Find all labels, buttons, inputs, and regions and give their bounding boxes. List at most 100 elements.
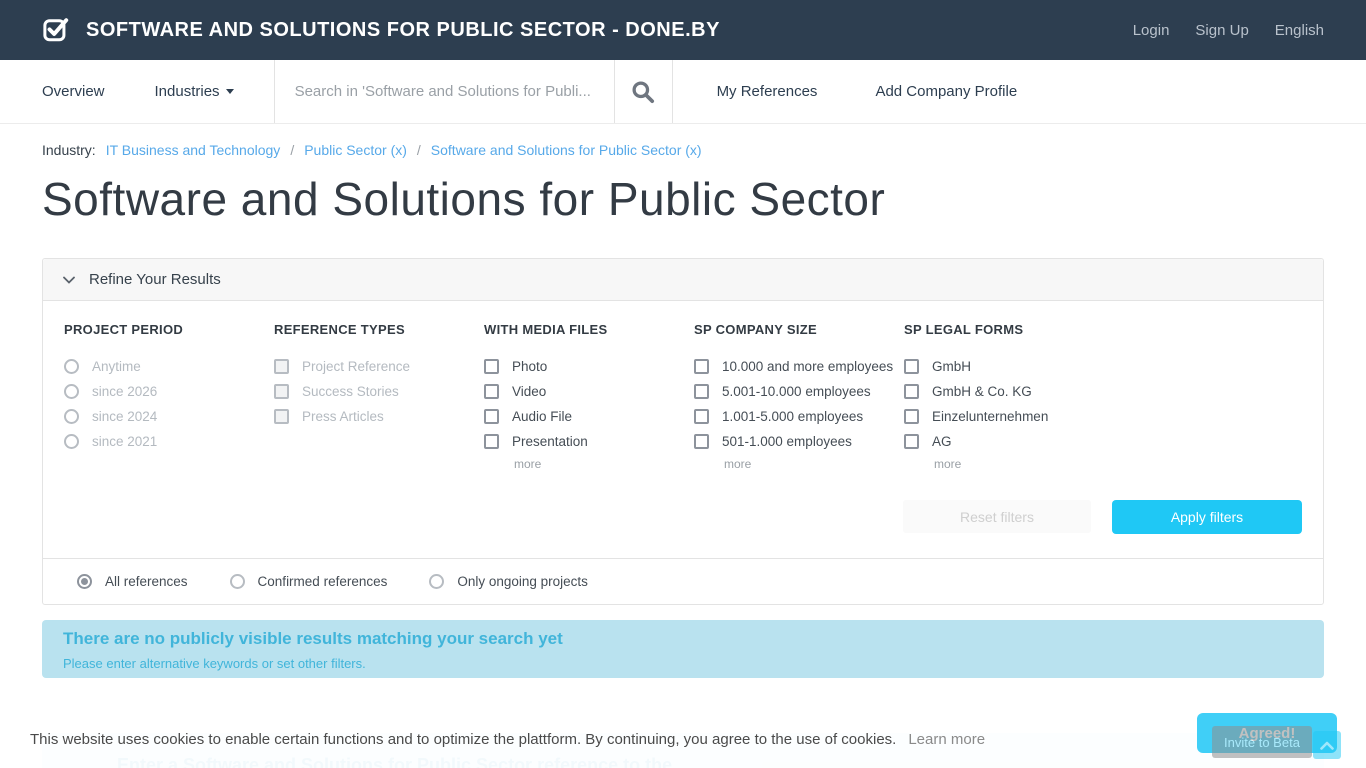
option-label: Press Articles bbox=[302, 409, 384, 424]
option-label: AG bbox=[932, 434, 952, 449]
filter-heading: REFERENCE TYPES bbox=[274, 322, 405, 337]
login-link[interactable]: Login bbox=[1132, 21, 1170, 39]
filter-group-company-size: SP COMPANY SIZE 10.000 and more employee… bbox=[694, 322, 904, 473]
radio-selected-icon bbox=[77, 574, 92, 589]
invite-to-beta-button[interactable]: Invite to Beta bbox=[1212, 726, 1312, 758]
option-label: Einzelunternehmen bbox=[932, 409, 1049, 424]
radio-since-2026[interactable]: since 2026 bbox=[64, 379, 274, 404]
checkbox-icon bbox=[694, 434, 709, 449]
filter-heading: PROJECT PERIOD bbox=[64, 322, 184, 337]
checkbox-icon bbox=[484, 384, 499, 399]
radio-confirmed-references[interactable]: Confirmed references bbox=[229, 574, 387, 589]
option-label: Success Stories bbox=[302, 384, 399, 399]
option-label: Project Reference bbox=[302, 359, 411, 374]
search-button[interactable] bbox=[613, 60, 673, 123]
nav-add-company-profile[interactable]: Add Company Profile bbox=[875, 83, 1018, 100]
account-links: Login Sign Up English bbox=[1133, 22, 1324, 39]
checkbox-501-1000-employees[interactable]: 501-1.000 employees bbox=[694, 429, 904, 454]
top-header: Software and Solutions for Public Sector… bbox=[0, 0, 1366, 60]
nav-industries-label: Industries bbox=[154, 83, 220, 100]
radio-anytime[interactable]: Anytime bbox=[64, 354, 274, 379]
checkbox-video[interactable]: Video bbox=[484, 379, 694, 404]
empty-results-subtitle: Please enter alternative keywords or set… bbox=[63, 656, 366, 671]
breadcrumb-link-public-sector[interactable]: Public Sector (x) bbox=[304, 142, 407, 158]
checkbox-presentation[interactable]: Presentation bbox=[484, 429, 694, 454]
checkbox-success-stories[interactable]: Success Stories bbox=[274, 379, 484, 404]
checkbox-gmbh-co-kg[interactable]: GmbH & Co. KG bbox=[904, 379, 1114, 404]
filter-group-project-period: PROJECT PERIOD Anytime since 2026 since … bbox=[64, 322, 274, 473]
checkbox-press-articles[interactable]: Press Articles bbox=[274, 404, 484, 429]
filter-heading: SP COMPANY SIZE bbox=[694, 322, 817, 337]
reset-filters-button[interactable]: Reset filters bbox=[903, 500, 1091, 533]
option-label: 10.000 and more employees bbox=[722, 359, 894, 374]
option-label: All references bbox=[105, 574, 188, 589]
filter-actions: Reset filters Apply filters bbox=[64, 500, 1302, 534]
radio-icon bbox=[64, 409, 79, 424]
radio-since-2024[interactable]: since 2024 bbox=[64, 404, 274, 429]
content: Industry: IT Business and Technology / P… bbox=[0, 124, 1366, 768]
cookie-learn-more-link[interactable]: Learn more bbox=[908, 730, 986, 748]
option-label: since 2021 bbox=[92, 434, 158, 449]
nav-overview[interactable]: Overview bbox=[42, 83, 105, 100]
breadcrumb-separator: / bbox=[290, 142, 295, 158]
checkbox-icon bbox=[904, 434, 919, 449]
refine-panel-body: PROJECT PERIOD Anytime since 2026 since … bbox=[43, 301, 1323, 558]
checkbox-photo[interactable]: Photo bbox=[484, 354, 694, 379]
option-label: Photo bbox=[512, 359, 548, 374]
checkbox-icon bbox=[904, 384, 919, 399]
checkbox-icon bbox=[274, 359, 289, 374]
more-link-company-size[interactable]: more bbox=[724, 457, 752, 471]
filter-heading: SP LEGAL FORMS bbox=[904, 322, 1024, 337]
scroll-to-top-button[interactable] bbox=[1313, 731, 1341, 759]
breadcrumb-link-industry[interactable]: IT Business and Technology bbox=[105, 142, 281, 158]
option-label: 501-1.000 employees bbox=[722, 434, 852, 449]
checkbox-icon bbox=[904, 359, 919, 374]
option-label: 1.001-5.000 employees bbox=[722, 409, 864, 424]
search-field-wrap bbox=[273, 60, 614, 123]
checkbox-gmbh[interactable]: GmbH bbox=[904, 354, 1114, 379]
option-label: Audio File bbox=[512, 409, 573, 424]
checkbox-ag[interactable]: AG bbox=[904, 429, 1114, 454]
more-link-legal-forms[interactable]: more bbox=[934, 457, 962, 471]
refine-panel-title: Refine Your Results bbox=[89, 271, 221, 288]
nav-industries-dropdown[interactable]: Industries bbox=[155, 60, 234, 123]
reference-scope-row: All references Confirmed references Only… bbox=[43, 558, 1323, 604]
checkbox-icon bbox=[904, 409, 919, 424]
search-input[interactable] bbox=[274, 60, 614, 123]
checkbox-project-reference[interactable]: Project Reference bbox=[274, 354, 484, 379]
refine-results-panel: Refine Your Results PROJECT PERIOD Anyti… bbox=[42, 258, 1324, 605]
breadcrumb: Industry: IT Business and Technology / P… bbox=[0, 124, 1366, 158]
cookie-message: This website uses cookies to enable cert… bbox=[30, 730, 897, 748]
radio-icon bbox=[64, 434, 79, 449]
checkbox-icon bbox=[484, 359, 499, 374]
filter-group-reference-types: REFERENCE TYPES Project Reference Succes… bbox=[274, 322, 484, 473]
checkbox-1001-5000-employees[interactable]: 1.001-5.000 employees bbox=[694, 404, 904, 429]
radio-since-2021[interactable]: since 2021 bbox=[64, 429, 274, 454]
language-link[interactable]: English bbox=[1274, 21, 1324, 39]
option-label: since 2024 bbox=[92, 409, 158, 424]
search-icon bbox=[632, 80, 655, 103]
refine-panel-header[interactable]: Refine Your Results bbox=[43, 259, 1323, 301]
chevron-down-icon bbox=[225, 89, 234, 94]
radio-all-references[interactable]: All references bbox=[77, 574, 188, 589]
apply-filters-button[interactable]: Apply filters bbox=[1112, 500, 1302, 534]
checkbox-5001-10000-employees[interactable]: 5.001-10.000 employees bbox=[694, 379, 904, 404]
checkbox-10000-more-employees[interactable]: 10.000 and more employees bbox=[694, 354, 904, 379]
option-label: Presentation bbox=[512, 434, 588, 449]
nav-my-references[interactable]: My References bbox=[716, 83, 818, 100]
option-label: 5.001-10.000 employees bbox=[722, 384, 871, 399]
main-nav: Overview Industries My References Add Co… bbox=[0, 60, 1366, 124]
radio-only-ongoing-projects[interactable]: Only ongoing projects bbox=[429, 574, 588, 589]
more-link-media-files[interactable]: more bbox=[514, 457, 542, 471]
radio-icon bbox=[229, 574, 245, 589]
checkbox-icon bbox=[484, 409, 499, 424]
breadcrumb-separator: / bbox=[416, 142, 421, 158]
radio-icon bbox=[64, 384, 79, 399]
empty-results-title: There are no publicly visible results ma… bbox=[63, 629, 563, 648]
checkbox-einzelunternehmen[interactable]: Einzelunternehmen bbox=[904, 404, 1114, 429]
signup-link[interactable]: Sign Up bbox=[1195, 21, 1249, 39]
breadcrumb-link-software-solutions[interactable]: Software and Solutions for Public Sector… bbox=[430, 142, 702, 158]
checkbox-audio-file[interactable]: Audio File bbox=[484, 404, 694, 429]
chevron-up-icon bbox=[1320, 741, 1334, 750]
